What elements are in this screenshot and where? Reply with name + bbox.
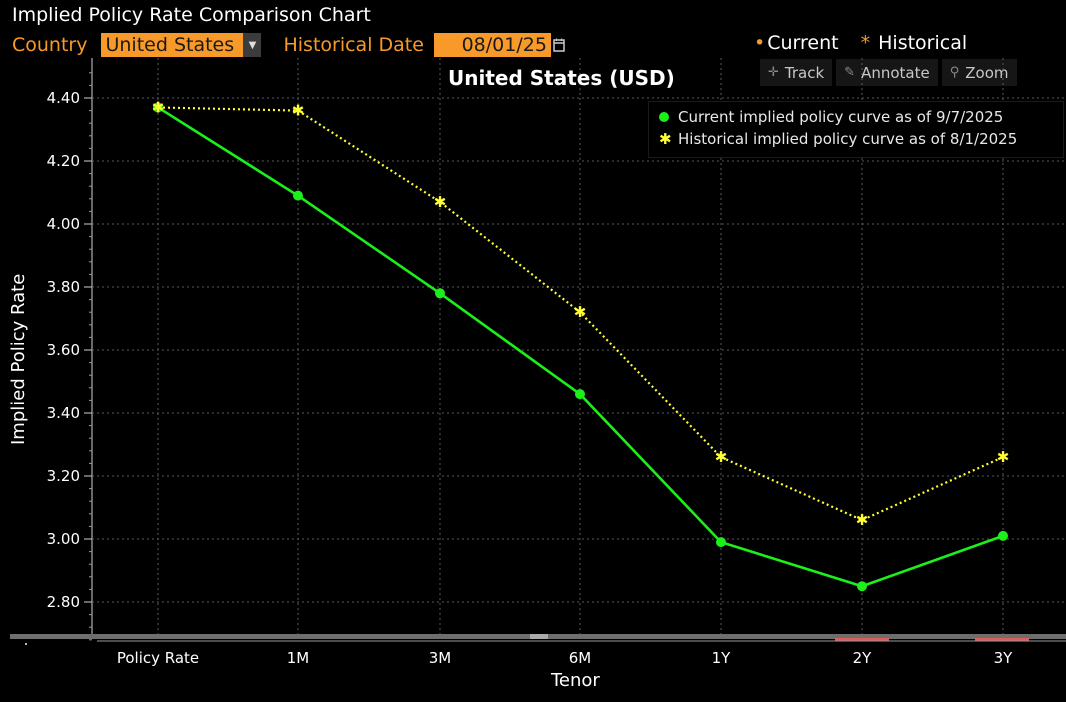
y-tick-label: 4.20 — [47, 152, 80, 170]
country-select[interactable]: United States — [101, 33, 244, 57]
x-tick-label: 3Y — [994, 649, 1014, 667]
x-tick-label: 1M — [287, 649, 310, 667]
y-tick-label: 3.20 — [47, 467, 80, 485]
toggle-current-label: Current — [767, 32, 839, 54]
chart-title: United States (USD) — [448, 66, 675, 90]
data-point-historical: ✱ — [292, 102, 305, 120]
y-tick-label: 3.00 — [47, 530, 80, 548]
y-tick-label: 2.80 — [47, 593, 80, 611]
country-value: United States — [105, 34, 235, 56]
y-tick-label: 3.60 — [47, 341, 80, 359]
x-scrollbar-thumb — [530, 634, 548, 639]
series-toggles: • Current * Historical — [754, 32, 967, 54]
corner-marker — [25, 643, 27, 645]
magnifier-icon: ⚲ — [949, 65, 960, 80]
chart-legend: Current implied policy curve as of 9/7/2… — [648, 101, 1064, 158]
historical-date-input[interactable]: 08/01/25 — [433, 33, 551, 57]
data-point-historical: ✱ — [152, 98, 165, 116]
data-point-current — [575, 389, 585, 400]
toggle-current[interactable]: • Current — [754, 32, 839, 54]
data-point-current — [857, 581, 867, 592]
window-title: Implied Policy Rate Comparison Chart — [12, 4, 371, 26]
annotate-label: Annotate — [861, 63, 930, 82]
country-label: Country — [12, 34, 88, 56]
x-tick-label: 2Y — [853, 649, 873, 667]
annotate-button[interactable]: ✎ Annotate — [836, 59, 938, 86]
x-tick-label: Policy Rate — [117, 649, 199, 667]
chart-toolbar: ✛ Track ✎ Annotate ⚲ Zoom — [760, 59, 1017, 86]
track-button[interactable]: ✛ Track — [760, 59, 833, 86]
data-point-historical: ✱ — [856, 511, 869, 529]
series-line-historical — [157, 106, 1004, 522]
calendar-icon[interactable] — [551, 33, 567, 57]
historical-date-label: Historical Date — [283, 34, 424, 56]
data-point-historical: ✱ — [434, 193, 447, 211]
x-tick-label: 6M — [569, 649, 592, 667]
controls-bar: Country United States ▼ Historical Date … — [12, 32, 567, 58]
data-point-current — [293, 190, 303, 201]
y-tick-label: 3.80 — [47, 278, 80, 296]
legend-item-current[interactable]: Current implied policy curve as of 9/7/2… — [659, 108, 1003, 126]
x-tick-label: 1Y — [712, 649, 732, 667]
track-label: Track — [784, 63, 825, 82]
asterisk-icon: * — [860, 32, 871, 54]
data-point-current — [435, 288, 445, 299]
x-axis-label: Tenor — [551, 670, 600, 691]
toggle-historical[interactable]: * Historical — [861, 32, 968, 54]
data-point-current — [716, 537, 726, 548]
data-point-historical: ✱ — [715, 448, 728, 466]
y-tick-label: 4.40 — [47, 89, 80, 107]
data-point-historical: ✱ — [997, 448, 1010, 466]
data-point-current — [998, 530, 1008, 541]
zoom-label: Zoom — [965, 63, 1009, 82]
zoom-button[interactable]: ⚲ Zoom — [941, 59, 1017, 86]
chevron-down-icon[interactable]: ▼ — [243, 33, 262, 57]
legend-item-historical[interactable]: ✱ Historical implied policy curve as of … — [659, 130, 1017, 148]
green-dot-icon — [659, 112, 669, 122]
range-marker — [835, 638, 889, 641]
legend-historical-label: Historical implied policy curve as of 8/… — [678, 130, 1018, 148]
toggle-historical-label: Historical — [878, 32, 968, 54]
y-tick-label: 3.40 — [47, 404, 80, 422]
y-tick-label: 4.00 — [47, 215, 80, 233]
crosshair-icon: ✛ — [768, 65, 779, 80]
data-point-historical: ✱ — [574, 303, 587, 321]
y-axis-label: Implied Policy Rate — [8, 273, 29, 445]
x-tick-label: 3M — [429, 649, 452, 667]
pencil-icon: ✎ — [844, 65, 856, 80]
data-point-current — [153, 102, 163, 113]
legend-current-label: Current implied policy curve as of 9/7/2… — [678, 108, 1004, 126]
range-marker — [975, 638, 1029, 641]
yellow-star-icon: ✱ — [659, 130, 672, 148]
dot-icon: • — [754, 32, 766, 54]
